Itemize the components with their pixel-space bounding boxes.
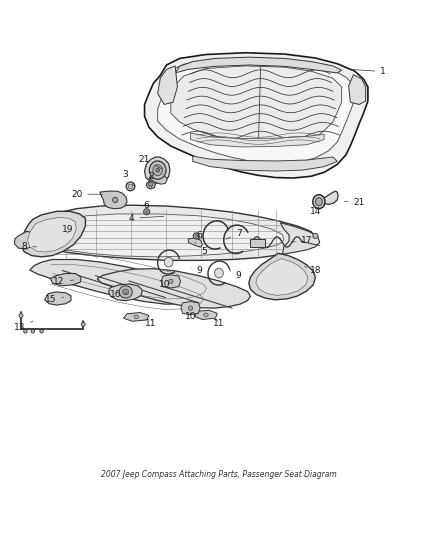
Polygon shape	[249, 253, 315, 300]
Polygon shape	[124, 312, 149, 321]
Polygon shape	[181, 302, 200, 314]
Text: 1: 1	[353, 67, 386, 76]
Ellipse shape	[113, 197, 118, 203]
Text: 2: 2	[148, 172, 154, 188]
Text: 17: 17	[292, 236, 312, 245]
Text: 13: 13	[14, 321, 33, 332]
Text: 3: 3	[122, 170, 134, 185]
Text: 5: 5	[195, 243, 207, 256]
Polygon shape	[109, 284, 142, 301]
Polygon shape	[193, 156, 337, 171]
Ellipse shape	[215, 268, 223, 278]
Ellipse shape	[31, 329, 35, 333]
Polygon shape	[158, 66, 177, 104]
Ellipse shape	[144, 209, 150, 215]
Ellipse shape	[156, 168, 159, 172]
Ellipse shape	[19, 313, 23, 318]
Bar	[250, 239, 265, 247]
Text: 18: 18	[304, 266, 321, 276]
Text: 11: 11	[213, 319, 225, 328]
Text: 7: 7	[226, 229, 242, 239]
Polygon shape	[30, 260, 205, 304]
Ellipse shape	[164, 257, 173, 267]
Ellipse shape	[195, 235, 198, 237]
Text: 15: 15	[45, 295, 64, 304]
Ellipse shape	[313, 195, 325, 209]
Ellipse shape	[119, 286, 132, 298]
Polygon shape	[100, 191, 127, 209]
Polygon shape	[188, 238, 202, 247]
Text: 2007 Jeep Compass Attaching Parts, Passenger Seat Diagram: 2007 Jeep Compass Attaching Parts, Passe…	[101, 470, 337, 479]
Polygon shape	[194, 310, 217, 319]
Ellipse shape	[149, 161, 166, 179]
Polygon shape	[323, 191, 338, 204]
Polygon shape	[21, 211, 85, 257]
Polygon shape	[191, 133, 324, 147]
Ellipse shape	[148, 182, 153, 187]
Polygon shape	[32, 205, 315, 260]
Text: 21: 21	[139, 155, 162, 169]
Polygon shape	[256, 259, 308, 295]
Ellipse shape	[315, 198, 322, 206]
Text: 6: 6	[196, 231, 202, 240]
Text: 9: 9	[230, 271, 242, 280]
Text: 4: 4	[129, 214, 164, 223]
Polygon shape	[175, 57, 342, 73]
Polygon shape	[45, 292, 71, 305]
Polygon shape	[145, 53, 368, 178]
Ellipse shape	[145, 211, 148, 213]
Text: 16: 16	[110, 290, 127, 300]
Ellipse shape	[134, 315, 138, 319]
Polygon shape	[280, 223, 320, 254]
Polygon shape	[158, 59, 355, 163]
Ellipse shape	[193, 233, 199, 239]
Ellipse shape	[24, 329, 27, 333]
Ellipse shape	[313, 233, 318, 238]
Text: 8: 8	[21, 243, 37, 251]
Polygon shape	[14, 231, 35, 249]
Polygon shape	[50, 273, 81, 286]
Polygon shape	[146, 181, 155, 189]
Ellipse shape	[188, 306, 193, 310]
Ellipse shape	[123, 289, 129, 295]
Ellipse shape	[169, 279, 173, 284]
Polygon shape	[145, 157, 170, 183]
Ellipse shape	[40, 329, 43, 333]
Polygon shape	[28, 217, 76, 252]
Text: 14: 14	[310, 207, 321, 216]
Text: 10: 10	[185, 312, 196, 321]
Text: 19: 19	[62, 225, 74, 234]
Text: 10: 10	[159, 279, 173, 288]
Ellipse shape	[81, 322, 85, 326]
Ellipse shape	[204, 313, 208, 317]
Polygon shape	[97, 269, 251, 308]
Text: 9: 9	[191, 266, 202, 276]
Polygon shape	[161, 275, 180, 288]
Text: 20: 20	[71, 190, 102, 199]
Text: 21: 21	[344, 198, 365, 207]
Text: 6: 6	[144, 201, 150, 214]
Polygon shape	[171, 66, 342, 143]
Text: 11: 11	[145, 319, 157, 328]
Ellipse shape	[126, 182, 135, 191]
Polygon shape	[349, 75, 366, 104]
Polygon shape	[149, 174, 167, 184]
Text: 12: 12	[53, 277, 74, 286]
Polygon shape	[39, 214, 284, 257]
Ellipse shape	[153, 165, 162, 175]
